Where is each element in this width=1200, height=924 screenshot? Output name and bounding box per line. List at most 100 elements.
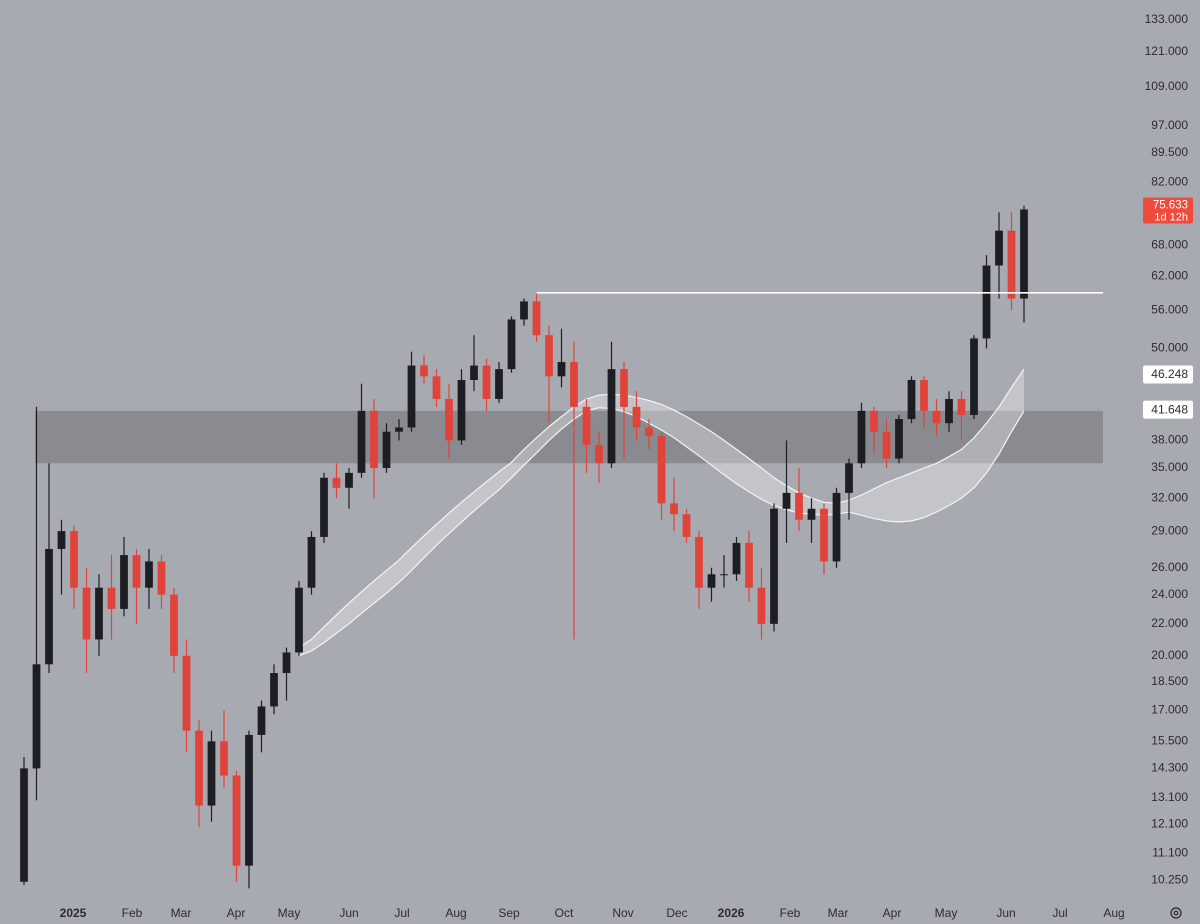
axis-layer: 133.000 121.000 109.000 97.000 89.500 82.000 6… (60, 12, 1193, 920)
candle-body (70, 531, 78, 588)
x-tick-label: Jul (394, 906, 409, 920)
y-tick-label: 50.000 (1151, 341, 1188, 355)
candle-body (157, 561, 166, 595)
ribbon-layer (298, 368, 1025, 657)
ribbon-line (298, 407, 1025, 657)
candle-body (82, 587, 91, 640)
candle-body (645, 427, 653, 437)
candle-body (832, 492, 841, 562)
candle-body (1020, 209, 1028, 299)
candle-body (470, 365, 478, 380)
candle-body (995, 230, 1003, 266)
candle-body (170, 594, 178, 656)
candle-body (745, 542, 753, 588)
y-tick-label: 35.000 (1151, 460, 1188, 474)
y-tick-label: 14.300 (1151, 761, 1188, 775)
candle-body (120, 555, 128, 609)
candle-body (107, 587, 116, 609)
candle-body (445, 398, 453, 441)
candle-body (207, 741, 216, 806)
candle-body (807, 508, 816, 520)
candle-body (20, 768, 28, 882)
x-tick-label: Dec (666, 906, 687, 920)
x-tick-label: Jul (1052, 906, 1067, 920)
countdown-label: 1d 12h (1154, 211, 1188, 223)
candle-body (945, 398, 953, 424)
x-tick-label: 2026 (718, 906, 745, 920)
candle-body (195, 730, 203, 806)
x-tick-label: Mar (171, 906, 192, 920)
x-tick-label: Jun (996, 906, 1015, 920)
candle-body (420, 365, 428, 377)
candle-body (557, 362, 566, 377)
candle-body (882, 431, 891, 459)
candle-body (670, 503, 678, 515)
candle-body (545, 335, 553, 377)
candle-body (145, 561, 153, 588)
y-tick-label: 20.000 (1151, 648, 1188, 662)
candle-body (757, 587, 766, 624)
y-tick-label: 13.100 (1151, 790, 1188, 804)
last-price-label: 75.633 (1153, 200, 1188, 212)
candle-body (32, 664, 41, 769)
x-tick-label: 2025 (60, 906, 87, 920)
candle-body (595, 444, 603, 464)
y-tick-label: 38.000 (1151, 433, 1188, 447)
y-tick-label: 11.100 (1152, 846, 1188, 860)
x-tick-label: Sep (498, 906, 520, 920)
candle-body (682, 514, 691, 537)
candle-body (895, 419, 903, 459)
candle-body (395, 427, 403, 432)
candle-body (1007, 230, 1016, 299)
candle-body (982, 265, 991, 339)
y-tick-label: 62.000 (1151, 268, 1188, 282)
candle-body (695, 536, 703, 588)
support-zone (35, 410, 1103, 464)
x-tick-label: May (278, 906, 301, 920)
price-marker (1143, 400, 1193, 419)
candle-body (345, 472, 353, 488)
y-tick-label: 89.500 (1151, 145, 1188, 159)
y-tick-label: 15.500 (1151, 734, 1188, 748)
price-marker (1143, 365, 1193, 384)
y-tick-label: 32.000 (1151, 490, 1188, 504)
x-tick-label: May (935, 906, 958, 920)
candle-body (245, 734, 253, 866)
x-tick-label: Feb (780, 906, 801, 920)
candle-body (457, 379, 466, 441)
y-tick-label: 68.000 (1151, 237, 1188, 251)
last-price-box (1143, 197, 1193, 224)
x-tick-label: Feb (122, 906, 143, 920)
candle-body (95, 587, 103, 640)
settings-icon[interactable] (1170, 907, 1182, 919)
x-tick-label: Nov (612, 906, 633, 920)
candle-body (932, 410, 941, 424)
candle-body (920, 379, 928, 411)
y-tick-label: 29.000 (1151, 523, 1188, 537)
x-tick-label: Apr (883, 906, 902, 920)
candle-body (295, 587, 303, 653)
candle-body (732, 542, 741, 575)
candle-body (482, 365, 491, 399)
candle-body (620, 369, 628, 407)
candle-body (957, 398, 966, 415)
candle-body (570, 362, 578, 407)
candle-body (220, 741, 228, 776)
candle-body (782, 492, 791, 509)
x-tick-label: Mar (828, 906, 849, 920)
candle-body (282, 652, 291, 674)
candle-body (907, 379, 916, 420)
candle-body (870, 410, 878, 432)
candle-body (182, 655, 191, 731)
candle-body (495, 369, 503, 399)
candle-body (857, 410, 866, 464)
candle-body (407, 365, 416, 428)
candle-body (845, 463, 853, 493)
price-marker-label: 41.648 (1151, 402, 1188, 416)
y-tick-label: 17.000 (1151, 703, 1188, 717)
candle-body (520, 301, 528, 320)
y-tick-label: 22.000 (1151, 616, 1188, 630)
candle-body (632, 406, 641, 428)
candle-body (370, 410, 378, 469)
